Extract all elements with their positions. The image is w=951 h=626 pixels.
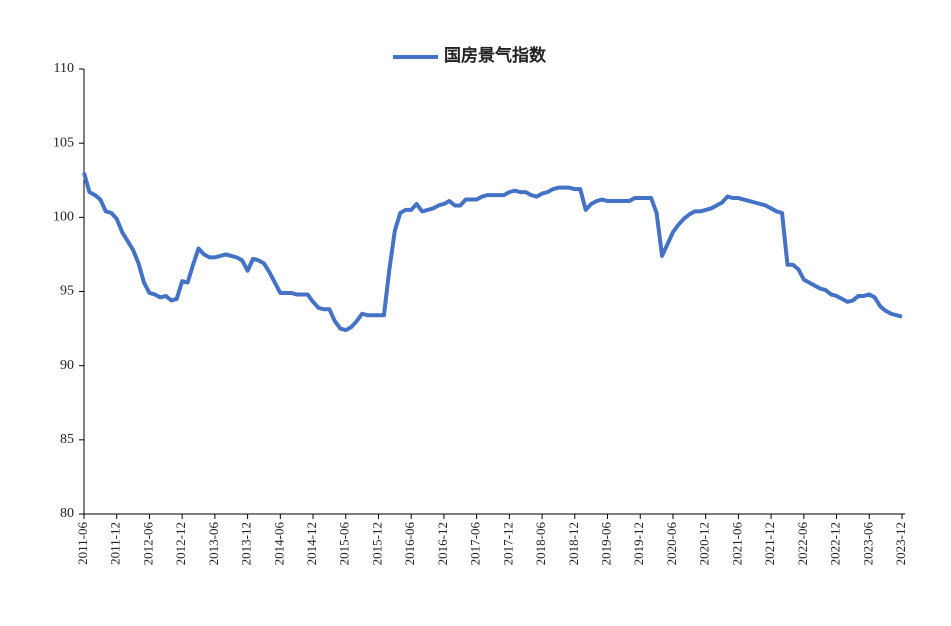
x-tick-label: 2020-12	[697, 522, 712, 565]
y-tick-label: 85	[60, 432, 74, 447]
x-tick-label: 2018-12	[566, 522, 581, 565]
x-tick-label: 2014-06	[271, 522, 286, 566]
y-tick-label: 80	[60, 506, 74, 521]
x-tick-label: 2016-12	[435, 522, 450, 565]
x-tick-label: 2017-12	[500, 522, 515, 565]
x-tick-label: 2015-06	[337, 522, 352, 566]
y-tick-label: 90	[60, 358, 74, 373]
x-tick-label: 2011-06	[75, 522, 90, 565]
x-tick-label: 2021-06	[729, 522, 744, 566]
x-tick-label: 2012-12	[173, 522, 188, 565]
x-tick-label: 2021-12	[762, 522, 777, 565]
x-tick-label: 2018-06	[533, 522, 548, 566]
y-tick-label: 105	[53, 135, 74, 150]
legend-label: 国房景气指数	[444, 45, 547, 65]
x-tick-label: 2019-06	[599, 522, 614, 566]
x-tick-label: 2023-12	[893, 522, 908, 565]
series-line	[82, 172, 903, 333]
y-tick-label: 100	[53, 210, 74, 225]
x-tick-label: 2013-12	[239, 522, 254, 565]
x-tick-label: 2022-12	[828, 522, 843, 565]
x-tick-label: 2015-12	[369, 522, 384, 565]
y-tick-label: 110	[54, 61, 74, 76]
x-tick-label: 2017-06	[468, 522, 483, 566]
y-tick-label: 95	[60, 284, 74, 299]
x-tick-label: 2020-06	[664, 522, 679, 566]
x-tick-label: 2022-06	[795, 522, 810, 566]
x-tick-label: 2014-12	[304, 522, 319, 565]
x-tick-label: 2023-06	[860, 522, 875, 566]
x-tick-label: 2013-06	[206, 522, 221, 566]
x-tick-label: 2011-12	[108, 522, 123, 565]
x-tick-label: 2012-06	[140, 522, 155, 566]
x-tick-label: 2019-12	[631, 522, 646, 565]
x-tick-label: 2016-06	[402, 522, 417, 566]
